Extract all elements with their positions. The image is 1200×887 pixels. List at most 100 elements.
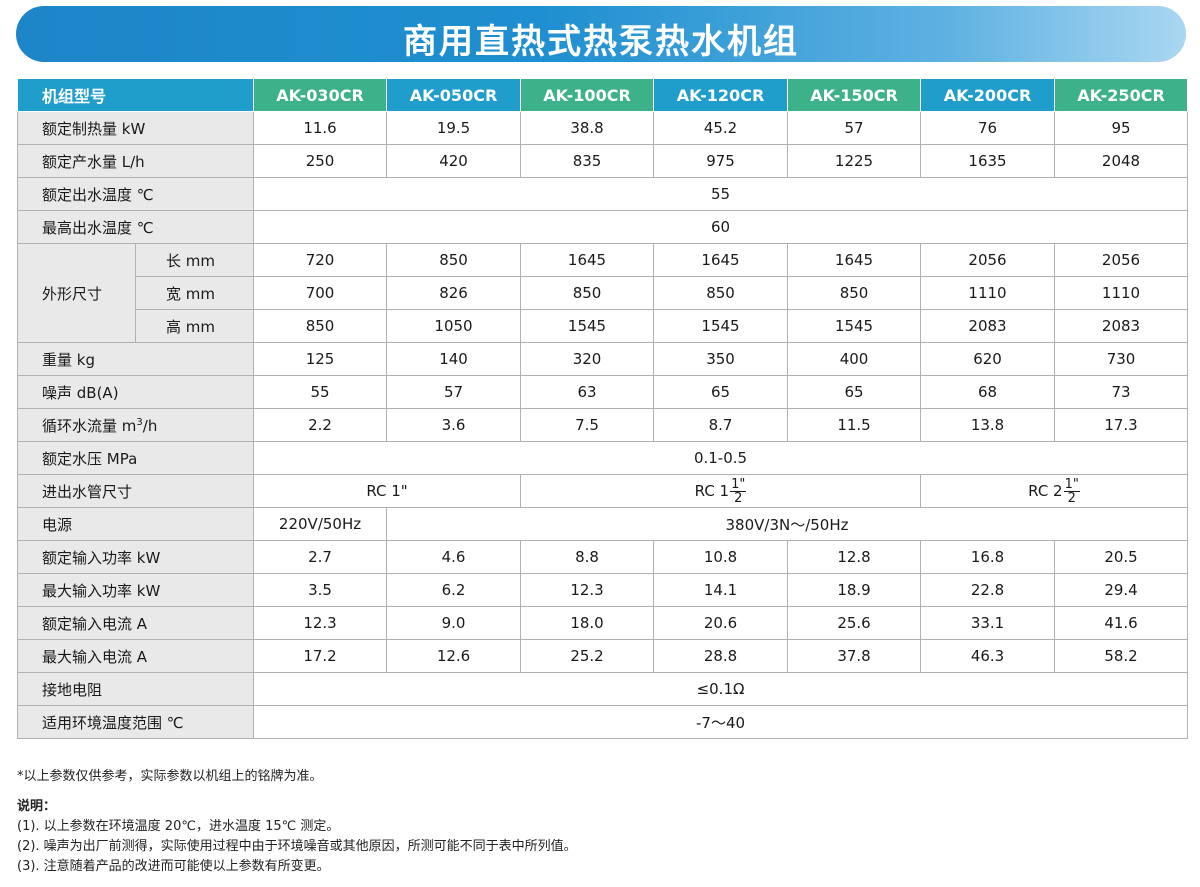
label-text: /h (142, 416, 158, 435)
cell: 18.9 (787, 573, 922, 607)
row-ratedcur: 额定输入电流 A 12.3 9.0 18.0 20.6 25.6 33.1 41… (16, 606, 1189, 640)
cell: 12.3 (253, 606, 388, 640)
row-label: 额定输入功率 kW (16, 540, 255, 574)
notes-title: 说明： (17, 799, 57, 814)
fraction-num: 1" (1063, 476, 1080, 492)
cell: 16.8 (920, 540, 1056, 574)
fraction: 1" 2 (1063, 476, 1080, 505)
cell: 29.4 (1054, 573, 1189, 607)
cell: 320 (520, 342, 655, 376)
cell: 37.8 (787, 639, 922, 673)
cell: 55 (253, 177, 1189, 211)
row-pipe: 进出水管尺寸 RC 1" RC 1 1" 2 RC 2 1" 2 (16, 474, 1189, 508)
cell: 28.8 (653, 639, 789, 673)
cell: 3.5 (253, 573, 388, 607)
cell: 400 (787, 342, 922, 376)
cell: 76 (920, 111, 1056, 145)
cell: 1225 (787, 144, 922, 178)
pipe-size: RC 1 (694, 481, 730, 500)
row-width: 宽 mm 700 826 850 850 850 1110 1110 (18, 276, 1189, 310)
row-label: 适用环境温度范围 ℃ (16, 705, 255, 739)
page-title: 商用直热式热泵热水机组 (403, 22, 799, 62)
row-pressure: 额定水压 MPa 0.1-0.5 (16, 441, 1189, 475)
row-label: 接地电阻 (16, 672, 255, 706)
footnote: *以上参数仅供参考，实际参数以机组上的铭牌为准。 (17, 769, 323, 784)
cell: 1635 (920, 144, 1056, 178)
cell: 420 (386, 144, 522, 178)
cell: 57 (787, 111, 922, 145)
cell: 700 (253, 276, 388, 310)
cell: 1545 (520, 309, 655, 343)
note-item: (1). 以上参数在环境温度 20℃，进水温度 15℃ 测定。 (17, 819, 340, 834)
model-header: AK-100CR (520, 78, 655, 112)
model-header: AK-200CR (920, 78, 1056, 112)
cell: 1645 (520, 243, 655, 277)
cell: 850 (653, 276, 789, 310)
cell: 380V/3N～/50Hz (386, 507, 1189, 541)
cell: 57 (386, 375, 522, 409)
cell: 10.8 (653, 540, 789, 574)
model-header: AK-120CR (653, 78, 789, 112)
cell: 2056 (920, 243, 1056, 277)
notes: 说明： (1). 以上参数在环境温度 20℃，进水温度 15℃ 测定。 (2).… (17, 797, 577, 877)
cell: 25.2 (520, 639, 655, 673)
label-sup: 3 (136, 416, 143, 428)
cell: 125 (253, 342, 388, 376)
cell: 8.7 (653, 408, 789, 442)
cell: 2048 (1054, 144, 1189, 178)
row-label: 重量 kg (16, 342, 255, 376)
cell: 25.6 (787, 606, 922, 640)
row-label: 循环水流量 m3/h (16, 408, 255, 442)
cell: 1545 (787, 309, 922, 343)
cell: 826 (386, 276, 522, 310)
row-label: 最高出水温度 ℃ (16, 210, 255, 244)
label-text: 循环水流量 m (42, 416, 137, 435)
cell: 41.6 (1054, 606, 1189, 640)
cell: 55 (253, 375, 388, 409)
cell: -7～40 (253, 705, 1189, 739)
cell: 17.3 (1054, 408, 1189, 442)
cell: 2056 (1054, 243, 1189, 277)
cell: 250 (253, 144, 388, 178)
row-weight: 重量 kg 125 140 320 350 400 620 730 (16, 342, 1189, 376)
row-label: 额定产水量 L/h (16, 144, 255, 178)
cell: RC 2 1" 2 (920, 474, 1189, 508)
header-label: 机组型号 (16, 78, 255, 112)
cell: 4.6 (386, 540, 522, 574)
row-envtemp: 适用环境温度范围 ℃ -7～40 (16, 705, 1189, 739)
pipe-size: RC 2 (1028, 481, 1063, 500)
header-row: 机组型号 AK-030CR AK-050CR AK-100CR AK-120CR… (16, 78, 1189, 112)
cell: 46.3 (920, 639, 1056, 673)
cell: 220V/50Hz (253, 507, 388, 541)
cell: 2083 (1054, 309, 1189, 343)
note-item: (3). 注意随着产品的改进而可能使以上参数有所变更。 (17, 859, 330, 874)
fraction-den: 2 (734, 490, 743, 506)
row-label: 额定水压 MPa (16, 441, 255, 475)
cell: 20.6 (653, 606, 789, 640)
cell: 2083 (920, 309, 1056, 343)
cell: 1110 (920, 276, 1056, 310)
row-power: 电源 220V/50Hz 380V/3N～/50Hz (16, 507, 1189, 541)
row-label: 噪声 dB(A) (16, 375, 255, 409)
cell: 22.8 (920, 573, 1056, 607)
cell: 8.8 (520, 540, 655, 574)
cell: 835 (520, 144, 655, 178)
sub-label: 高 mm (134, 309, 255, 343)
row-maxcur: 最大输入电流 A 17.2 12.6 25.2 28.8 37.8 46.3 5… (16, 639, 1189, 673)
row-label: 最大输入电流 A (16, 639, 255, 673)
cell: 850 (253, 309, 388, 343)
cell: 13.8 (920, 408, 1056, 442)
cell: 12.3 (520, 573, 655, 607)
cell: 350 (653, 342, 789, 376)
cell: 65 (653, 375, 789, 409)
cell: 0.1-0.5 (253, 441, 1189, 475)
spec-table: 机组型号 AK-030CR AK-050CR AK-100CR AK-120CR… (16, 78, 1189, 739)
cell: ≤0.1Ω (253, 672, 1189, 706)
row-label: 外形尺寸 (17, 243, 136, 343)
row-label: 进出水管尺寸 (16, 474, 255, 508)
cell: 18.0 (520, 606, 655, 640)
row-length: 外形尺寸 长 mm 720 850 1645 1645 1645 2056 20… (17, 243, 1189, 343)
cell: 12.6 (386, 639, 522, 673)
note-item: (2). 噪声为出厂前测得，实际使用过程中由于环境噪音或其他原因，所测可能不同于… (17, 839, 577, 854)
cell: 1545 (653, 309, 789, 343)
